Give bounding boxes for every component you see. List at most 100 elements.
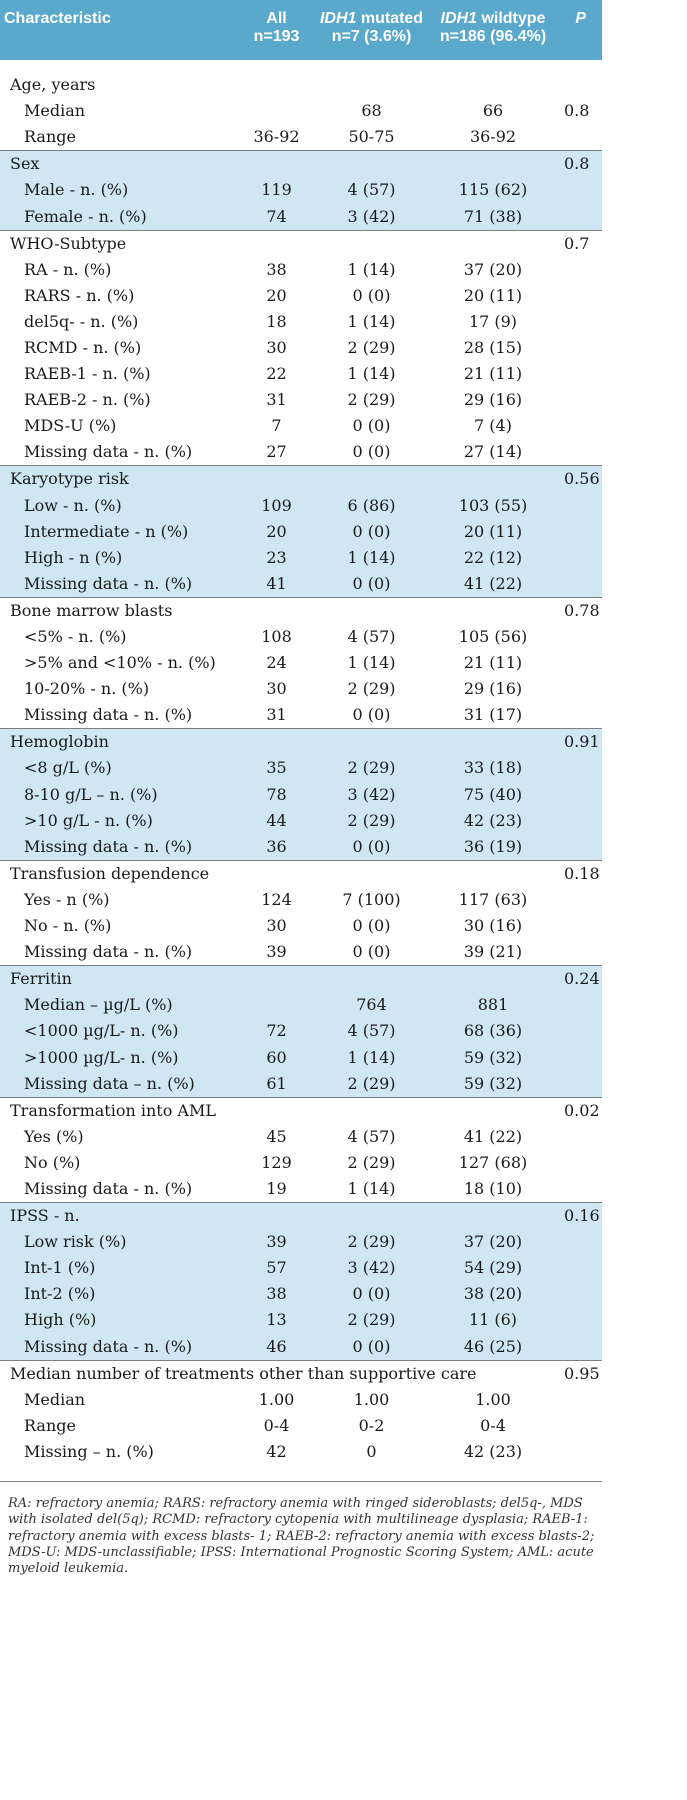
cell-all: 57 (244, 1255, 309, 1282)
cell-all: 46 (244, 1333, 309, 1361)
table-row: Missing – n. (%) 42 0 42 (23) (0, 1439, 602, 1465)
cell-mutated: 4 (57) (347, 1126, 396, 1146)
cell-all: 39 (266, 942, 287, 962)
cell-mutated: 0 (0) (309, 833, 434, 861)
cell-p-value: 0.91 (552, 728, 602, 756)
group-age: Age, years Median 68 66 0.8 Range 36-92 50-75… (0, 72, 602, 151)
table-row: Range 0-4 0-2 0-4 (0, 1413, 602, 1439)
cell-wildtype: 1.00 (475, 1389, 511, 1409)
row-label: RAEB-2 - n. (%) (24, 390, 151, 410)
cell-wildtype: 75 (40) (434, 781, 552, 808)
cell-all: 7 (271, 416, 282, 436)
cell-all: 24 (266, 653, 287, 673)
group-bone-marrow-blasts: Bone marrow blasts 0.78 <5% - n. (%) 108 4 … (0, 596, 602, 728)
group-label: Transformation into AML (0, 1096, 244, 1124)
header-mutated-word: mutated (356, 10, 424, 27)
cell-all: 20 (244, 518, 309, 545)
table-row: Low risk (%) 39 2 (29) 37 (20) (0, 1229, 602, 1256)
cell-p-value: 0.02 (552, 1096, 602, 1124)
cell-mutated: 1 (14) (309, 1044, 434, 1071)
cell-wildtype: 28 (15) (463, 337, 523, 357)
cell-all: 74 (244, 203, 309, 231)
group-treatments: Median number of treatments other than s… (0, 1359, 602, 1482)
table-row: Int-2 (%) 38 0 (0) 38 (20) (0, 1281, 602, 1308)
cell-mutated: 2 (29) (309, 1307, 434, 1334)
row-label: Missing data - n. (%) (24, 442, 193, 462)
group-transformation-aml: Transformation into AML 0.02 Yes (%) 45 4 (… (0, 1096, 602, 1203)
cell-p-value: 0.16 (552, 1202, 602, 1230)
cell-wildtype: 31 (17) (463, 705, 523, 725)
cell-wildtype: 46 (25) (434, 1333, 552, 1361)
cell-mutated: 2 (29) (309, 1229, 434, 1256)
cell-mutated: 4 (57) (309, 1018, 434, 1045)
header-mutated: IDH1 mutated (309, 0, 434, 28)
group-label: Transfusion dependence (0, 859, 244, 887)
cell-mutated: 4 (57) (309, 177, 434, 204)
cell-all: 19 (266, 1178, 287, 1198)
row-label: del5q- - n. (%) (24, 311, 139, 331)
row-label: Median (24, 101, 86, 121)
row-label: Low risk (%) (0, 1229, 244, 1256)
cell-all: 13 (244, 1307, 309, 1334)
row-label: >5% and <10% - n. (%) (24, 653, 216, 673)
cell-wildtype: 21 (11) (463, 653, 523, 673)
cell-mutated: 68 (361, 101, 382, 121)
cell-wildtype: 41 (22) (463, 1126, 523, 1146)
cell-mutated: 1 (14) (347, 1178, 396, 1198)
row-label: Median – µg/L (%) (0, 992, 244, 1019)
cell-all: 109 (244, 492, 309, 519)
row-label: <5% - n. (%) (24, 627, 127, 647)
cell-wildtype: 11 (6) (434, 1307, 552, 1334)
cell-p-value: 0.56 (552, 465, 602, 493)
cell-mutated: 0 (0) (309, 570, 434, 598)
cell-mutated: 2 (29) (347, 679, 396, 699)
row-label: Median (24, 1389, 86, 1409)
row-label: No (%) (24, 1152, 81, 1172)
table-row: >10 g/L - n. (%) 44 2 (29) 42 (23) (0, 807, 602, 834)
row-label: Female - n. (%) (0, 203, 244, 231)
cell-mutated: 2 (29) (309, 755, 434, 782)
cell-wildtype: 7 (4) (474, 416, 512, 436)
cell-all (244, 992, 309, 1019)
cell-wildtype: 39 (21) (463, 942, 523, 962)
cell-all: 42 (266, 1441, 287, 1461)
cell-p-value: 0.18 (552, 859, 602, 887)
cell-p-value: 0.8 (564, 101, 590, 121)
cell-all: 45 (266, 1126, 287, 1146)
cell-wildtype: 36 (19) (434, 833, 552, 861)
cell-wildtype: 17 (9) (468, 311, 518, 331)
header-characteristic: Characteristic (0, 0, 244, 28)
group-label: Bone marrow blasts (0, 596, 244, 624)
cell-all: 36 (244, 833, 309, 861)
header-all: All (244, 0, 309, 28)
row-label: Range (24, 1415, 76, 1435)
cell-all: 129 (261, 1152, 292, 1172)
cell-wildtype: 20 (11) (463, 285, 523, 305)
cell-wildtype: 22 (12) (434, 544, 552, 571)
row-label: RAEB-1 - n. (%) (24, 364, 151, 384)
row-label: Range (24, 127, 76, 147)
row-label: Missing data - n. (%) (24, 705, 193, 725)
cell-wildtype: 29 (16) (463, 679, 523, 699)
header-wildtype: IDH1 wildtype (434, 0, 552, 28)
cell-mutated: 2 (29) (347, 337, 396, 357)
table-row: Missing data - n. (%) 19 1 (14) 18 (10) (0, 1176, 602, 1203)
table-row: Missing data - n. (%) 41 0 (0) 41 (22) (0, 570, 602, 598)
table-row: Median 1.00 1.00 1.00 (0, 1387, 602, 1413)
cell-wildtype: 103 (55) (434, 492, 552, 519)
cell-mutated: 1 (14) (347, 653, 396, 673)
row-label: <8 g/L (%) (0, 755, 244, 782)
cell-mutated: 0 (0) (352, 285, 391, 305)
cell-all: 78 (244, 781, 309, 808)
row-label: RARS - n. (%) (24, 285, 135, 305)
table-row: Missing data - n. (%) 46 0 (0) 46 (25) (0, 1333, 602, 1361)
cell-mutated: 4 (57) (347, 627, 396, 647)
table-row: Median 68 66 0.8 (0, 98, 602, 124)
row-label: Male - n. (%) (0, 177, 244, 204)
cell-wildtype: 37 (20) (434, 1229, 552, 1256)
row-label: RA - n. (%) (24, 259, 112, 279)
table-row: High (%) 13 2 (29) 11 (6) (0, 1307, 602, 1334)
cell-mutated: 0 (0) (352, 942, 391, 962)
table-row: Range 36-92 50-75 36-92 (0, 124, 602, 151)
